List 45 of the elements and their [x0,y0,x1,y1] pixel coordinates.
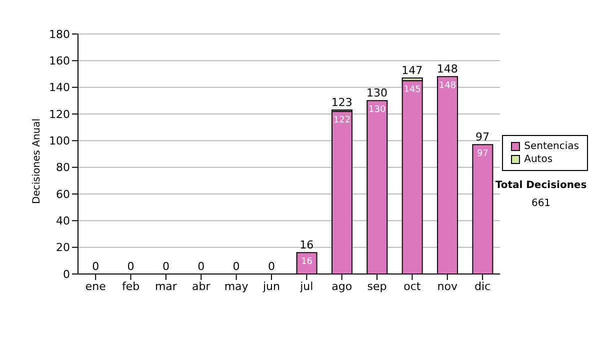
y-tick-label: 180 [49,28,70,41]
total-label: 0 [162,260,170,273]
total-label: 123 [331,96,352,109]
y-tick-label: 120 [49,108,70,121]
y-tick-label: 140 [49,81,70,94]
y-tick-label: 40 [56,214,70,228]
y-tick-label: 100 [49,134,70,148]
legend-label: Autos [524,153,553,166]
annotation: Total Decisiones [494,180,588,191]
x-tick-label: jul [299,280,314,293]
data-label: 97 [476,149,488,160]
x-tick-label: sep [367,280,387,293]
data-label: 145 [404,85,421,96]
x-tick-label: oct [404,280,422,293]
y-tick-label: 0 [63,268,70,281]
total-label: 97 [476,130,490,144]
y-axis-title: Decisiones Anual [32,118,43,204]
x-tick-label: mar [154,280,178,293]
data-label: 130 [368,105,386,116]
data-label: 122 [333,116,351,126]
x-tick-label: jun [262,280,280,293]
x-tick-label: may [224,280,249,293]
total-label: 0 [232,260,240,273]
y-tick-label: 80 [56,161,70,174]
total-label: 148 [436,62,458,76]
x-tick-label: abr [192,280,211,293]
y-tick-label: 60 [56,188,70,201]
total-label: 0 [198,260,205,273]
total-label: 0 [92,260,100,273]
data-label: 16 [301,257,313,268]
y-tick-label: 20 [56,241,70,254]
x-tick-label: dic [474,280,491,293]
x-tick-label: feb [122,280,140,293]
data-label: 148 [438,81,456,92]
total-label: 0 [127,260,134,273]
total-label: 147 [402,64,423,77]
x-tick-label: nov [437,280,458,293]
total-label: 130 [366,86,388,100]
x-tick-label: ago [332,280,352,293]
y-tick-label: 160 [49,54,70,68]
x-tick-label: ene [85,280,106,293]
total-label: 0 [268,260,275,273]
legend-label: Sentencias [524,140,579,153]
text: 661 [530,198,552,209]
total-label: 16 [300,238,314,252]
